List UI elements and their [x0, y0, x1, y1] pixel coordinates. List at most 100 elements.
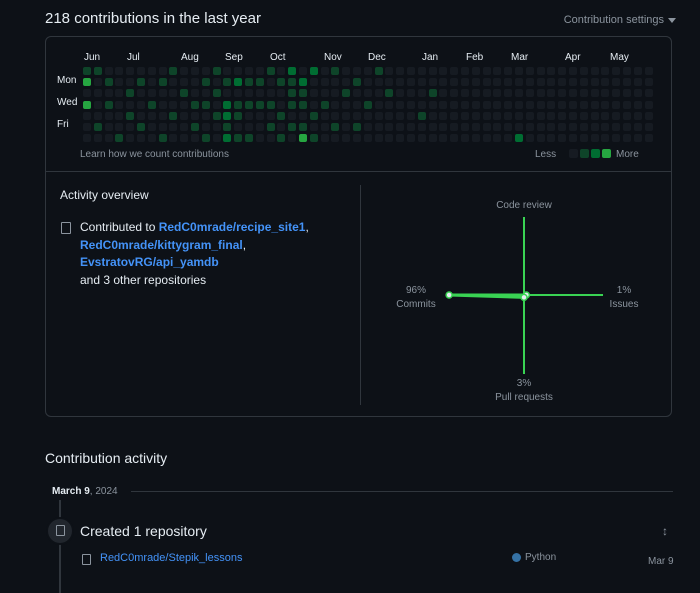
contribution-day[interactable]: [137, 111, 145, 120]
contribution-day[interactable]: [255, 134, 264, 143]
contribution-day[interactable]: [374, 67, 383, 75]
contribution-day[interactable]: [104, 123, 113, 131]
contribution-day[interactable]: [515, 78, 523, 87]
contribution-day[interactable]: [223, 123, 232, 131]
contribution-day[interactable]: [612, 134, 621, 143]
contribution-day[interactable]: [504, 100, 513, 109]
contribution-day[interactable]: [353, 78, 361, 87]
contribution-day[interactable]: [331, 123, 340, 131]
contribution-day[interactable]: [385, 123, 394, 131]
contribution-day[interactable]: [363, 123, 372, 131]
contribution-day[interactable]: [288, 134, 297, 143]
contribution-day[interactable]: [353, 100, 361, 109]
contribution-day[interactable]: [590, 123, 599, 131]
contribution-day[interactable]: [191, 123, 199, 131]
contribution-day[interactable]: [590, 111, 599, 120]
contribution-day[interactable]: [234, 100, 243, 109]
contribution-day[interactable]: [417, 123, 426, 131]
contribution-day[interactable]: [515, 100, 523, 109]
contribution-day[interactable]: [493, 134, 502, 143]
contribution-day[interactable]: [277, 67, 286, 75]
contribution-day[interactable]: [309, 123, 318, 131]
contribution-day[interactable]: [83, 111, 91, 120]
contribution-day[interactable]: [266, 134, 275, 143]
contribution-day[interactable]: [212, 67, 221, 75]
contribution-day[interactable]: [644, 123, 653, 131]
contribution-day[interactable]: [493, 89, 502, 98]
contribution-day[interactable]: [320, 111, 329, 120]
contribution-day[interactable]: [234, 67, 243, 75]
contribution-day[interactable]: [299, 78, 307, 87]
contribution-day[interactable]: [590, 134, 599, 143]
contribution-day[interactable]: [407, 78, 415, 87]
contribution-day[interactable]: [342, 123, 351, 131]
contribution-day[interactable]: [191, 100, 199, 109]
contribution-day[interactable]: [309, 111, 318, 120]
contribution-day[interactable]: [169, 67, 178, 75]
contribution-day[interactable]: [385, 134, 394, 143]
contribution-day[interactable]: [137, 67, 145, 75]
contribution-day[interactable]: [83, 100, 91, 109]
contribution-day[interactable]: [245, 134, 253, 143]
contribution-day[interactable]: [201, 134, 210, 143]
contribution-day[interactable]: [525, 78, 534, 87]
contribution-day[interactable]: [147, 134, 156, 143]
contribution-day[interactable]: [644, 67, 653, 75]
contribution-day[interactable]: [223, 78, 232, 87]
contribution-day[interactable]: [363, 111, 372, 120]
contribution-day[interactable]: [277, 123, 286, 131]
contribution-day[interactable]: [245, 100, 253, 109]
contribution-day[interactable]: [245, 123, 253, 131]
contribution-day[interactable]: [536, 78, 545, 87]
contribution-day[interactable]: [450, 67, 459, 75]
contribution-day[interactable]: [461, 67, 469, 75]
contribution-day[interactable]: [536, 134, 545, 143]
contribution-day[interactable]: [266, 78, 275, 87]
contribution-day[interactable]: [137, 89, 145, 98]
contribution-day[interactable]: [374, 78, 383, 87]
contribution-day[interactable]: [353, 123, 361, 131]
contribution-day[interactable]: [309, 100, 318, 109]
contribution-day[interactable]: [428, 89, 437, 98]
contribution-day[interactable]: [191, 78, 199, 87]
contribution-day[interactable]: [558, 111, 567, 120]
contribution-day[interactable]: [126, 100, 135, 109]
contribution-day[interactable]: [471, 134, 480, 143]
contribution-day[interactable]: [342, 134, 351, 143]
contribution-day[interactable]: [83, 123, 91, 131]
contribution-day[interactable]: [461, 123, 469, 131]
contribution-day[interactable]: [158, 67, 167, 75]
contribution-day[interactable]: [569, 123, 577, 131]
contribution-day[interactable]: [515, 111, 523, 120]
contribution-day[interactable]: [536, 67, 545, 75]
contribution-day[interactable]: [590, 89, 599, 98]
contribution-day[interactable]: [471, 89, 480, 98]
contribution-day[interactable]: [191, 134, 199, 143]
contribution-day[interactable]: [126, 123, 135, 131]
contribution-day[interactable]: [450, 134, 459, 143]
contribution-day[interactable]: [180, 111, 189, 120]
contribution-day[interactable]: [482, 78, 491, 87]
contribution-day[interactable]: [547, 111, 556, 120]
contribution-day[interactable]: [493, 111, 502, 120]
contribution-day[interactable]: [320, 89, 329, 98]
contribution-day[interactable]: [525, 89, 534, 98]
contribution-day[interactable]: [482, 123, 491, 131]
contribution-day[interactable]: [385, 78, 394, 87]
contribution-day[interactable]: [234, 78, 243, 87]
contribution-day[interactable]: [547, 134, 556, 143]
contribution-day[interactable]: [417, 89, 426, 98]
contribution-day[interactable]: [93, 89, 102, 98]
contribution-day[interactable]: [396, 100, 405, 109]
contribution-day[interactable]: [223, 67, 232, 75]
contribution-day[interactable]: [525, 111, 534, 120]
contribution-day[interactable]: [104, 111, 113, 120]
contribution-day[interactable]: [320, 134, 329, 143]
contribution-day[interactable]: [428, 78, 437, 87]
contribution-day[interactable]: [590, 67, 599, 75]
contribution-day[interactable]: [299, 89, 307, 98]
contribution-day[interactable]: [601, 78, 610, 87]
contribution-day[interactable]: [450, 89, 459, 98]
contribution-day[interactable]: [158, 123, 167, 131]
contribution-day[interactable]: [504, 111, 513, 120]
